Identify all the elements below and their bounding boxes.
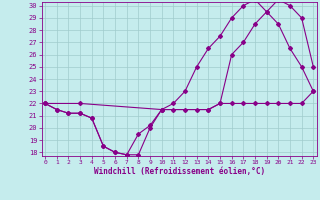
X-axis label: Windchill (Refroidissement éolien,°C): Windchill (Refroidissement éolien,°C)	[94, 167, 265, 176]
